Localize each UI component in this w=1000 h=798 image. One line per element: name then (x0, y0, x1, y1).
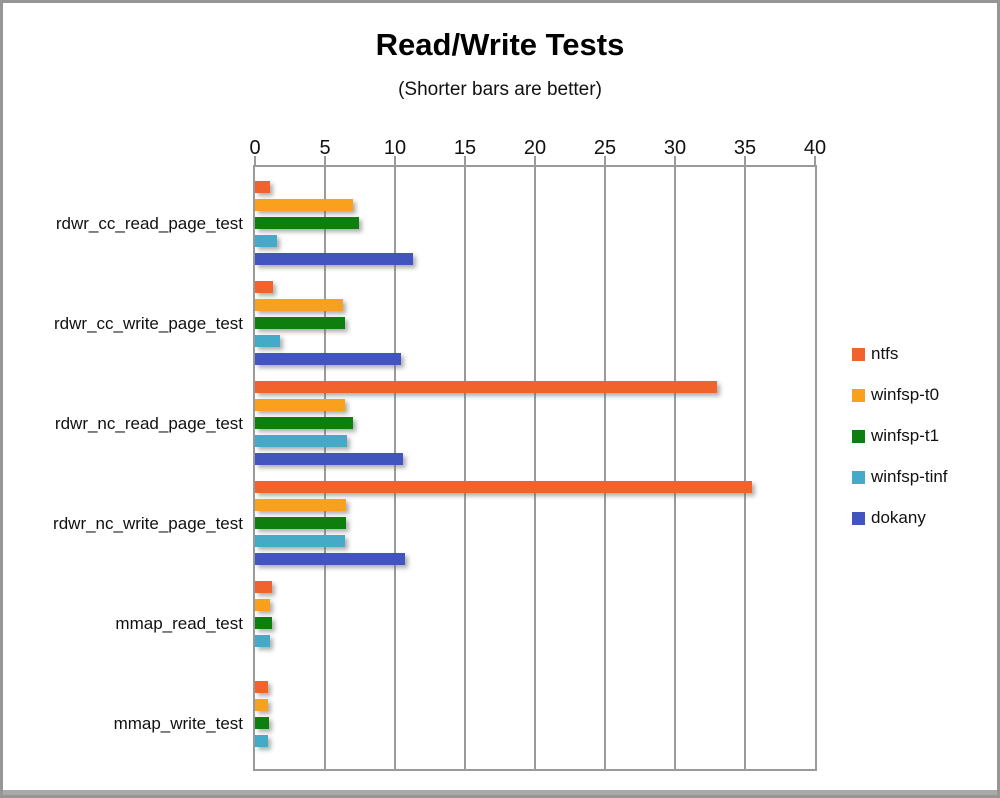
x-axis-tickmark-40 (814, 156, 816, 165)
winfsp-t0-bar (255, 199, 353, 211)
legend-item-winfsp-tinf: winfsp-tinf (852, 467, 948, 487)
gridline-35 (744, 167, 746, 769)
x-axis-tickmark-10 (394, 156, 396, 165)
legend-label-dokany: dokany (871, 508, 926, 527)
dokany-bar (255, 453, 403, 465)
winfsp-t1-legend-swatch-icon (852, 429, 865, 443)
x-axis-tick-label-5: 5 (319, 137, 331, 159)
ntfs-bar (255, 281, 273, 293)
ntfs-bar (255, 581, 272, 593)
category-label: rdwr_nc_write_page_test (53, 514, 243, 533)
gridline-10 (394, 167, 396, 769)
winfsp-tinf-bar (255, 235, 277, 247)
gridline-25 (604, 167, 606, 769)
winfsp-t1-bar (255, 717, 269, 729)
x-axis-tick-label-35: 35 (733, 137, 757, 159)
category-label: rdwr_cc_read_page_test (55, 214, 243, 233)
winfsp-t1-bar (255, 617, 272, 629)
legend-item-winfsp-t0: winfsp-t0 (852, 385, 939, 405)
winfsp-tinf-legend-swatch-icon (852, 470, 865, 484)
x-axis-tickmark-0 (254, 156, 256, 165)
ntfs-legend-swatch-icon (852, 347, 865, 361)
x-axis-tick-label-0: 0 (249, 137, 261, 159)
winfsp-t1-bar (255, 417, 353, 429)
x-axis-tickmark-35 (744, 156, 746, 165)
winfsp-tinf-bar (255, 335, 280, 347)
legend-item-dokany: dokany (852, 508, 926, 528)
winfsp-t0-bar (255, 499, 346, 511)
x-axis-tick-label-40: 40 (803, 137, 827, 159)
legend-label-winfsp-t0: winfsp-t0 (871, 385, 940, 404)
legend-label-winfsp-t1: winfsp-t1 (871, 426, 940, 445)
x-axis-tick-label-30: 30 (663, 137, 687, 159)
dokany-bar (255, 553, 405, 565)
gridline-15 (464, 167, 466, 769)
chart-subtitle: (Shorter bars are better) (398, 79, 602, 100)
dokany-legend-swatch-icon (852, 511, 865, 525)
winfsp-tinf-bar (255, 735, 268, 747)
category-label: rdwr_cc_write_page_test (54, 314, 243, 333)
winfsp-t0-bar (255, 299, 343, 311)
category-label: mmap_write_test (113, 714, 243, 733)
category-label: mmap_read_test (115, 614, 243, 633)
legend-label-winfsp-tinf: winfsp-tinf (871, 467, 948, 486)
category-label: rdwr_nc_read_page_test (54, 414, 243, 433)
x-axis-tickmark-30 (674, 156, 676, 165)
x-axis-tickmark-20 (534, 156, 536, 165)
dokany-bar (255, 253, 413, 265)
legend-label-ntfs: ntfs (871, 344, 899, 363)
ntfs-bar (255, 381, 717, 393)
winfsp-t0-bar (255, 699, 268, 711)
chart-title: Read/Write Tests (375, 27, 625, 62)
x-axis-tickmark-25 (604, 156, 606, 165)
winfsp-tinf-bar (255, 635, 270, 647)
winfsp-tinf-bar (255, 435, 347, 447)
gridline-30 (674, 167, 676, 769)
legend-item-ntfs: ntfs (852, 344, 898, 364)
winfsp-t1-bar (255, 217, 359, 229)
winfsp-t0-legend-swatch-icon (852, 388, 865, 402)
x-axis-tickmark-5 (324, 156, 326, 165)
winfsp-t0-bar (255, 399, 345, 411)
x-axis-tick-label-10: 10 (383, 137, 407, 159)
window-bottom-edge (3, 790, 997, 795)
x-axis-tick-label-15: 15 (453, 137, 477, 159)
x-axis-tick-label-20: 20 (523, 137, 547, 159)
winfsp-t1-bar (255, 517, 346, 529)
winfsp-tinf-bar (255, 535, 345, 547)
ntfs-bar (255, 181, 270, 193)
winfsp-t0-bar (255, 599, 270, 611)
plot-area (253, 165, 817, 771)
winfsp-t1-bar (255, 317, 345, 329)
legend-item-winfsp-t1: winfsp-t1 (852, 426, 939, 446)
ntfs-bar (255, 681, 268, 693)
gridline-20 (534, 167, 536, 769)
x-axis-tickmark-15 (464, 156, 466, 165)
ntfs-bar (255, 481, 752, 493)
gridline-5 (324, 167, 326, 769)
x-axis-tick-label-25: 25 (593, 137, 617, 159)
dokany-bar (255, 353, 401, 365)
